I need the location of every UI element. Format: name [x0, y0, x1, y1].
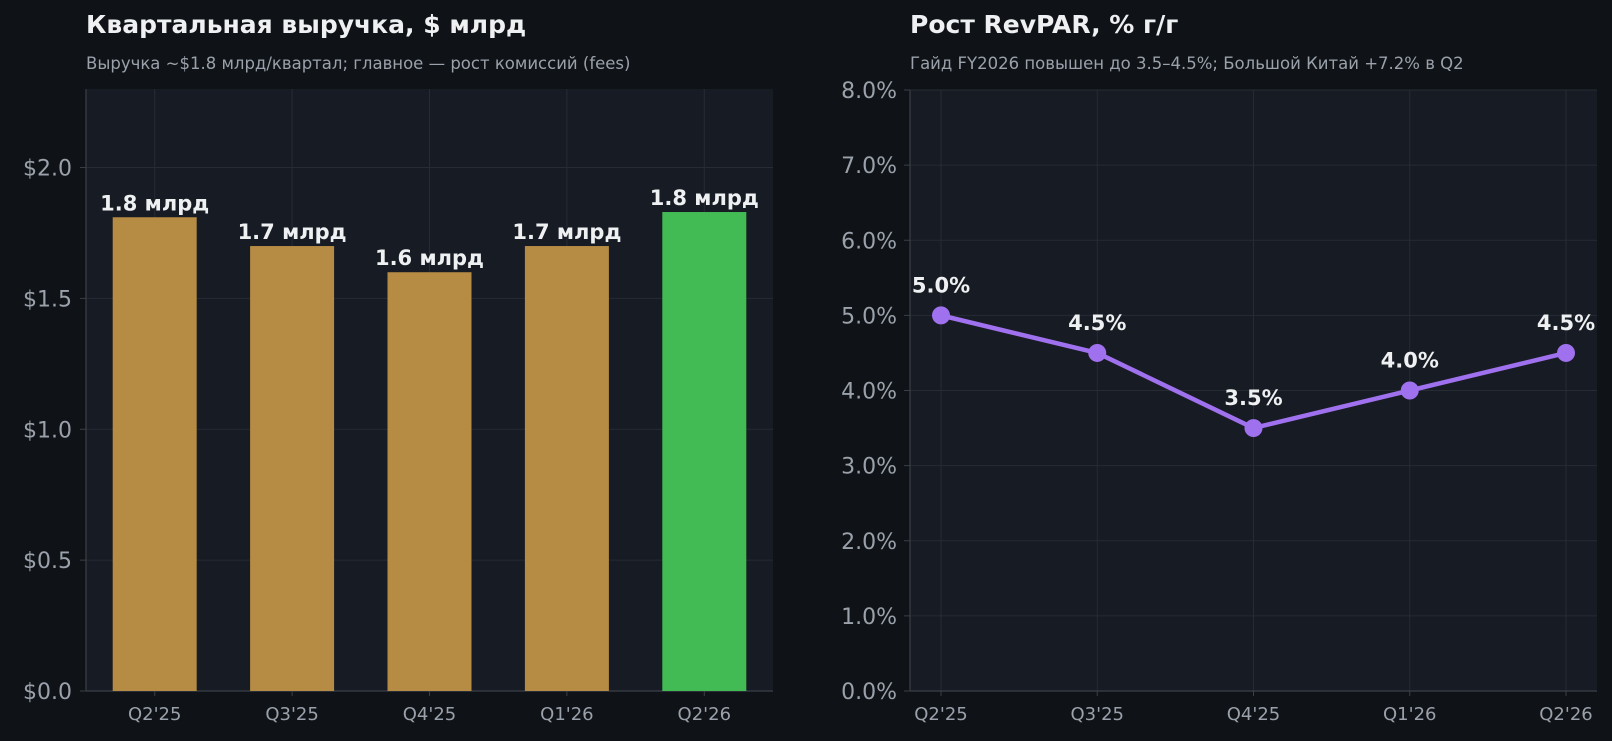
revenue-chart-title: Квартальная выручка, $ млрд: [86, 10, 527, 39]
y-tick-label: $0.5: [23, 549, 72, 574]
x-tick-label: Q2'25: [128, 704, 181, 725]
y-tick-label: 1.0%: [841, 605, 897, 630]
y-tick-label: 6.0%: [841, 229, 897, 254]
bar-value-label: 1.7 млрд: [238, 220, 347, 244]
x-tick-label: Q3'25: [1071, 704, 1124, 725]
data-point: [932, 306, 950, 325]
data-point: [1244, 419, 1263, 438]
data-point: [1088, 343, 1107, 362]
bar-value-label: 1.8 млрд: [650, 186, 759, 210]
bar: [387, 272, 472, 691]
y-tick-label: 2.0%: [841, 530, 897, 555]
bar: [112, 217, 197, 691]
y-tick-label: 4.0%: [841, 380, 897, 405]
y-tick-label: 3.0%: [841, 455, 897, 480]
y-tick-label: 7.0%: [841, 154, 897, 179]
y-tick-label: 8.0%: [841, 79, 897, 104]
y-tick-label: $1.5: [23, 287, 72, 312]
x-tick-label: Q4'25: [403, 704, 456, 725]
y-tick-label: $0.0: [23, 680, 72, 705]
y-tick-label: $2.0: [23, 157, 72, 182]
bar-value-label: 1.6 млрд: [375, 246, 484, 270]
point-value-label: 5.0%: [912, 273, 970, 297]
bar-value-label: 1.7 млрд: [512, 220, 621, 244]
data-point: [1400, 381, 1419, 400]
y-tick-label: 0.0%: [841, 680, 897, 705]
revpar-chart-subtitle: Гайд FY2026 повышен до 3.5–4.5%; Большой…: [910, 54, 1464, 73]
x-tick-label: Q1'26: [540, 704, 593, 725]
point-value-label: 4.0%: [1381, 349, 1439, 373]
x-tick-label: Q2'26: [1539, 704, 1592, 725]
x-tick-label: Q2'26: [678, 704, 731, 725]
data-point: [1557, 343, 1575, 362]
point-value-label: 4.5%: [1537, 311, 1595, 335]
y-tick-label: $1.0: [23, 418, 72, 443]
point-value-label: 4.5%: [1068, 311, 1126, 335]
x-tick-label: Q3'25: [265, 704, 318, 725]
x-tick-label: Q2'25: [914, 704, 967, 725]
point-value-label: 3.5%: [1224, 386, 1282, 410]
y-tick-label: 5.0%: [841, 304, 897, 329]
revenue-chart-subtitle: Выручка ~$1.8 млрд/квартал; главное — ро…: [86, 54, 631, 73]
bar: [250, 246, 335, 692]
bar: [524, 246, 609, 692]
x-tick-label: Q1'26: [1383, 704, 1436, 725]
revpar-chart-title: Рост RevPAR, % г/г: [910, 10, 1179, 39]
x-tick-label: Q4'25: [1227, 704, 1280, 725]
bar: [662, 212, 747, 691]
bar-value-label: 1.8 млрд: [100, 191, 209, 215]
